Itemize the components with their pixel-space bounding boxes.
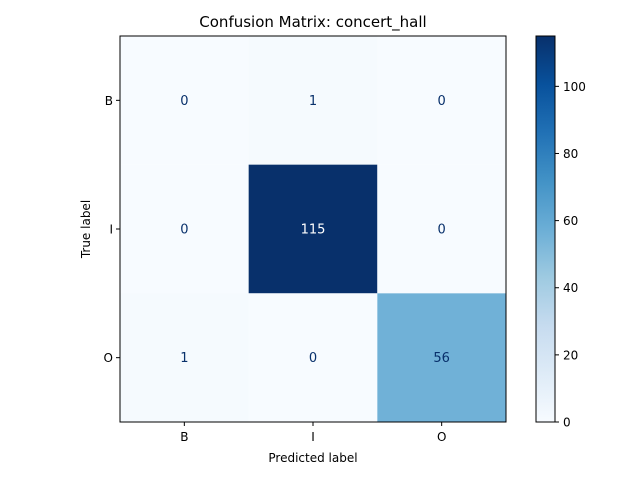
x-axis-label: Predicted label	[268, 451, 357, 465]
y-tick-label: O	[104, 351, 113, 365]
heatmap-cell	[377, 293, 506, 422]
colorbar-tick-label: 0	[563, 416, 571, 430]
cell-value-label: 1	[180, 351, 188, 366]
cell-value-label: 0	[438, 223, 446, 238]
cell-value-label: 0	[180, 223, 188, 238]
y-axis-ticks: B I O	[104, 94, 120, 365]
heatmap-cell	[120, 293, 249, 422]
y-axis-label: True label	[79, 200, 93, 259]
cell-value-label: 0	[180, 94, 188, 109]
heatmap-cell	[120, 164, 249, 294]
colorbar-tick-label: 80	[563, 147, 578, 161]
cell-value-label: 56	[433, 351, 450, 366]
colorbar-ticks: 0 20 40 60 80 100	[555, 80, 586, 430]
cell-value-label: 115	[301, 223, 326, 238]
colorbar-tick-label: 20	[563, 348, 578, 362]
cell-value-label: 1	[309, 94, 317, 109]
colorbar-tick-label: 60	[563, 214, 578, 228]
heatmap-cell	[120, 36, 249, 165]
heatmap-cell	[377, 164, 506, 294]
y-tick-label: I	[109, 223, 113, 237]
x-tick-label: B	[180, 430, 188, 444]
heatmap-cell	[377, 36, 506, 165]
colorbar-tick-label: 100	[563, 80, 586, 94]
cell-value-label: 0	[309, 351, 317, 366]
colorbar-tick-label: 40	[563, 281, 578, 295]
cell-value-label: 0	[438, 94, 446, 109]
x-tick-label: O	[437, 430, 446, 444]
heatmap-cell	[248, 164, 378, 294]
y-tick-label: B	[105, 94, 113, 108]
heatmap-cell	[248, 293, 378, 422]
x-tick-label: I	[311, 430, 315, 444]
heatmap-cells: 0 1 0 0 115 0 1 0 56	[120, 36, 506, 422]
colorbar	[535, 35, 556, 423]
chart-title: Confusion Matrix: concert_hall	[199, 13, 426, 32]
heatmap-cell	[248, 36, 378, 165]
